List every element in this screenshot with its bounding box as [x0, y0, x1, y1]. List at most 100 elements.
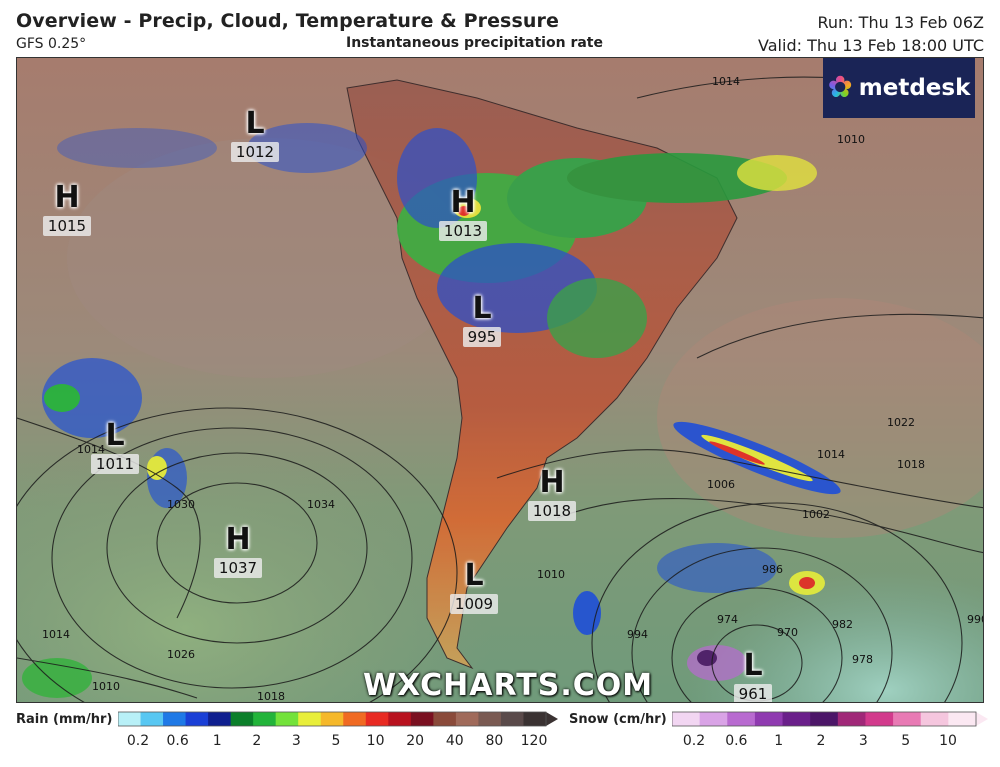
system-pressure: 961: [733, 684, 773, 702]
colorbar-swatch: [672, 712, 701, 726]
isobar-labels: 1014 1010 1030 1034 1026 1014 1010 1018 1014 1010…: [42, 75, 984, 703]
colorbar-swatch: [365, 712, 389, 726]
watermark: WXCHARTS.COM: [363, 668, 654, 703]
system-letter: H: [450, 185, 476, 220]
system-pressure: 1009: [449, 594, 499, 614]
colorbar-swatch: [230, 712, 254, 726]
colorbar-swatch: [837, 712, 866, 726]
isobar-label: 1030: [167, 498, 195, 511]
colorbar-swatch: [320, 712, 344, 726]
rain-legend-label: Rain (mm/hr): [16, 712, 113, 727]
weather-map[interactable]: 1014 1010 1030 1034 1026 1014 1010 1018 1014 1010…: [16, 57, 984, 703]
colorbar-arrow: [976, 712, 988, 726]
colorbar-arrow: [546, 712, 558, 726]
tick-label: 10: [366, 733, 385, 749]
rain-colorbar: [118, 711, 558, 727]
valid-time: Valid: Thu 13 Feb 18:00 UTC: [758, 36, 984, 55]
colorbar-swatch: [727, 712, 756, 726]
pressure-system-low: L 1011: [85, 420, 145, 474]
isobar-label: 1014: [712, 75, 740, 88]
isobar-label: 994: [627, 628, 648, 641]
colorbar-swatch: [920, 712, 949, 726]
tick-label: 5: [901, 733, 911, 749]
isobar-label: 1010: [837, 133, 865, 146]
isobar-label: 1022: [887, 416, 915, 429]
chart-title: Overview - Precip, Cloud, Temperature & …: [16, 10, 559, 32]
colorbar-swatch: [478, 712, 502, 726]
colorbar-swatch: [410, 712, 434, 726]
system-letter: L: [464, 558, 484, 593]
isobar-label: 982: [832, 618, 853, 631]
parameter-label: Instantaneous precipitation rate: [346, 35, 603, 51]
colorbar-swatch: [343, 712, 367, 726]
tick-label: 3: [291, 733, 301, 749]
system-pressure: 1012: [230, 142, 280, 162]
colorbar-swatch: [118, 712, 142, 726]
tick-label: 0.6: [166, 733, 189, 749]
tick-label: 120: [520, 733, 548, 749]
tick-label: 20: [406, 733, 425, 749]
tick-label: 10: [939, 733, 957, 749]
system-letter: L: [472, 291, 492, 326]
rain-tick-labels: 0.2 0.6 1 2 3 5 10 20 40 80 120: [0, 733, 1000, 753]
tick-label: 0.6: [725, 733, 748, 749]
colorbar-swatch: [140, 712, 164, 726]
metdesk-logo[interactable]: ✿ metdesk: [823, 58, 975, 118]
colorbar-swatch: [208, 712, 232, 726]
isobar-label: 1018: [257, 690, 285, 703]
colorbar-swatch: [754, 712, 784, 726]
flower-logo-icon: ✿: [827, 70, 853, 105]
system-letter: L: [105, 418, 125, 453]
system-pressure: 1037: [213, 558, 263, 578]
pressure-system-low: L 1012: [225, 108, 285, 162]
colorbar-swatch: [500, 712, 524, 726]
pressure-system-high: H 1013: [433, 187, 493, 241]
system-pressure: 1013: [438, 221, 488, 241]
isobar-label: 1014: [77, 443, 105, 456]
isobar-label: 1034: [307, 498, 335, 511]
system-letter: L: [743, 648, 763, 683]
isobar-label: 1026: [167, 648, 195, 661]
pressure-system-low: L 1009: [444, 560, 504, 614]
system-letter: H: [54, 180, 80, 215]
isobar-label: 990: [967, 613, 984, 626]
colorbar-swatch: [948, 712, 977, 726]
colorbar-swatch: [865, 712, 894, 726]
tick-label: 3: [858, 733, 868, 749]
colorbar-swatch: [275, 712, 299, 726]
colorbar-swatch: [253, 712, 277, 726]
isobar-label: 1018: [897, 458, 925, 471]
colorbar-swatch: [433, 712, 457, 726]
isobar-label: 1006: [707, 478, 735, 491]
colorbar-swatch: [163, 712, 187, 726]
tick-label: 2: [252, 733, 262, 749]
snow-tick-labels: 0.2 0.6 1 2 3 5 10: [0, 733, 1000, 753]
isobar-label: 1010: [92, 680, 120, 693]
model-label: GFS 0.25°: [16, 36, 87, 52]
tick-label: 5: [331, 733, 341, 749]
snow-legend-label: Snow (cm/hr): [569, 712, 667, 727]
system-letter: L: [245, 106, 265, 141]
brand-name: metdesk: [858, 75, 971, 101]
isobar-label: 1014: [42, 628, 70, 641]
pressure-system-high: H 1018: [522, 467, 582, 521]
colorbar-swatch: [298, 712, 322, 726]
isobar-label: 974: [717, 613, 738, 626]
tick-label: 0.2: [126, 733, 150, 749]
pressure-system-low: L 995: [452, 293, 512, 347]
pressure-system-high: H 1037: [208, 524, 268, 578]
colorbar-swatch: [893, 712, 922, 726]
system-pressure: 1011: [90, 454, 140, 474]
colorbar-swatch: [455, 712, 479, 726]
tick-label: 40: [445, 733, 464, 749]
isobar-label: 1002: [802, 508, 830, 521]
tick-label: 0.2: [682, 733, 706, 749]
tick-label: 80: [485, 733, 504, 749]
run-time: Run: Thu 13 Feb 06Z: [817, 13, 984, 32]
tick-label: 1: [212, 733, 222, 749]
system-pressure: 1015: [42, 216, 92, 236]
colorbar-swatch: [699, 712, 728, 726]
colorbar-swatch: [388, 712, 412, 726]
pressure-system-high: H 1015: [37, 182, 97, 236]
tick-label: 2: [816, 733, 826, 749]
